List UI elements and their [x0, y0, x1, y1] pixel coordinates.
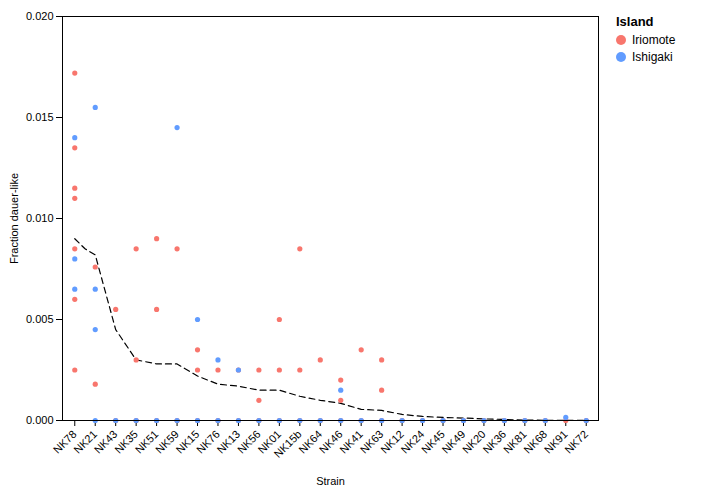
svg-text:NK21: NK21: [71, 427, 100, 456]
svg-text:NK12: NK12: [378, 427, 406, 456]
svg-text:Strain: Strain: [316, 475, 345, 487]
svg-text:NK78: NK78: [50, 427, 79, 456]
html-text:Island: Island: [616, 14, 654, 29]
svg-text:NK76: NK76: [193, 427, 222, 456]
svg-text:NK91: NK91: [541, 427, 570, 456]
svg-text:NK51: NK51: [132, 427, 161, 456]
svg-text:NK45: NK45: [419, 427, 447, 456]
svg-text:NK36: NK36: [480, 427, 509, 456]
svg-text:0.020: 0.020: [26, 10, 54, 22]
svg-text:NK24: NK24: [398, 427, 427, 456]
svg-text:0.015: 0.015: [26, 111, 54, 123]
svg-text:NK68: NK68: [521, 427, 550, 456]
html-text:Iriomote: Iriomote: [632, 33, 676, 47]
svg-text:NK15b: NK15b: [271, 427, 304, 460]
svg-text:NK41: NK41: [337, 427, 366, 456]
svg-text:NK72: NK72: [562, 428, 590, 456]
svg-text:NK56: NK56: [234, 427, 263, 456]
svg-text:NK81: NK81: [500, 427, 529, 456]
svg-text:0.005: 0.005: [26, 313, 54, 325]
svg-text:NK43: NK43: [91, 427, 120, 456]
svg-text:NK59: NK59: [153, 427, 181, 456]
svg-text:Fraction dauer-like: Fraction dauer-like: [8, 173, 20, 264]
svg-text:0.010: 0.010: [26, 212, 54, 224]
svg-text:NK15: NK15: [173, 427, 202, 456]
svg-text:NK01: NK01: [255, 427, 284, 456]
html-text:Ishigaki: Ishigaki: [632, 50, 673, 64]
svg-text:0.000: 0.000: [26, 414, 54, 426]
svg-text:NK46: NK46: [316, 427, 345, 456]
svg-text:NK64: NK64: [296, 427, 325, 456]
svg-text:NK49: NK49: [439, 427, 468, 456]
svg-text:NK13: NK13: [214, 427, 243, 456]
svg-text:NK20: NK20: [459, 427, 488, 456]
svg-text:NK35: NK35: [112, 427, 141, 456]
svg-text:NK63: NK63: [357, 427, 386, 456]
